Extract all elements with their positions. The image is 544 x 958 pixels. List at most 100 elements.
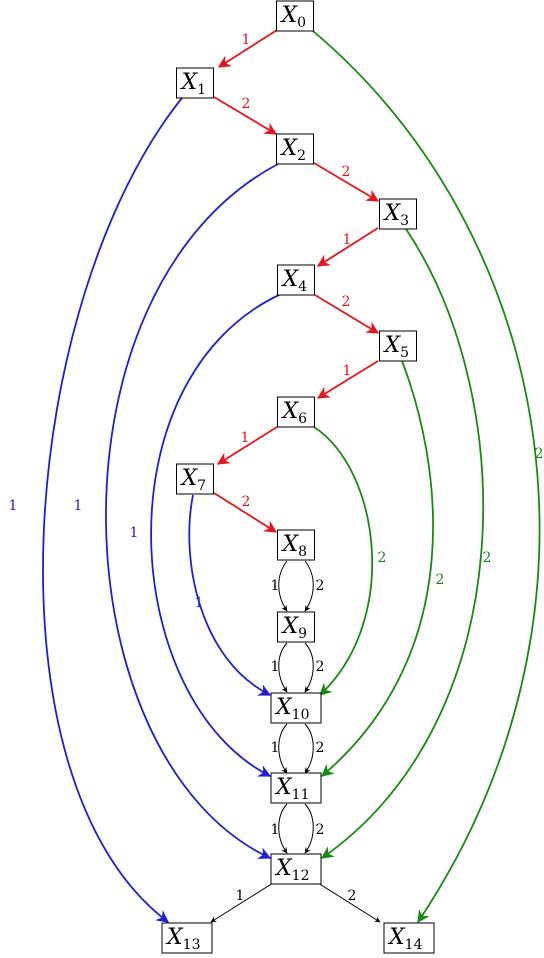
edge-x10-to-x11-black (304, 723, 314, 774)
edge-x11-to-x12-black (304, 803, 314, 854)
edge-x8-to-x9-black (304, 560, 314, 612)
edge-x11-to-x12-black (278, 803, 288, 854)
node-label: X14 (387, 925, 423, 953)
nodes-layer: X0 X1 X2 X3 X4 X5 X6 X7 X8 X9 X10 X11 X12 X13 X14 (161, 0, 435, 954)
edge-label-x12-x13: 1 (236, 888, 245, 904)
node-box (383, 922, 435, 954)
node-label: X1 (180, 70, 207, 98)
edge-label-x8-x9: 1 (271, 578, 280, 594)
edge-x3-to-x12-green (320, 228, 485, 859)
edge-x12-to-x14-black (317, 882, 381, 923)
node-box (270, 853, 322, 885)
edge-label-x5-x11: 2 (436, 572, 445, 588)
node-x12: X12 (270, 853, 322, 885)
node-box (276, 133, 314, 165)
node-x2: X2 (276, 133, 314, 165)
edge-label-x1-x13: 1 (9, 498, 18, 514)
node-label: X8 (281, 532, 308, 560)
edge-label-x12-x14: 2 (348, 888, 357, 904)
node-x6: X6 (277, 396, 315, 428)
node-box (277, 396, 315, 428)
edge-x4-to-x11-blue (150, 294, 280, 777)
edge-x12-to-x13-black (210, 882, 274, 923)
node-label: X3 (383, 201, 410, 229)
edge-label-x0-x14: 2 (535, 446, 544, 462)
edge-label-x10-x11: 2 (316, 740, 325, 756)
node-box (379, 198, 417, 230)
edge-label-x3-x12: 2 (483, 550, 492, 566)
node-label: X9 (281, 614, 308, 642)
edge-x7-to-x8-red (213, 492, 278, 533)
edge-x3-to-x4-red (316, 227, 379, 267)
edge-label-x0-x1: 1 (242, 32, 251, 48)
node-box (277, 529, 315, 561)
node-box (176, 67, 214, 99)
edge-x10-to-x11-black (278, 723, 288, 774)
node-box (176, 463, 214, 495)
edge-label-x5-x6: 1 (343, 363, 352, 379)
node-box (270, 692, 322, 724)
node-label: X6 (281, 399, 308, 427)
node-label: X5 (383, 333, 410, 361)
node-x11: X11 (270, 772, 322, 804)
edge-x0-to-x14-green (312, 30, 541, 924)
edges-layer (42, 29, 541, 924)
node-x3: X3 (379, 198, 417, 230)
node-box (276, 0, 314, 32)
node-x4: X4 (277, 264, 315, 296)
node-x5: X5 (379, 330, 417, 362)
edge-x6-to-x10-green (313, 426, 374, 696)
node-label: X4 (281, 267, 308, 295)
edge-x1-to-x2-red (213, 96, 278, 135)
node-label: X13 (165, 925, 201, 953)
node-label: X2 (280, 136, 307, 164)
edge-x6-to-x7-red (216, 426, 278, 465)
edge-x9-to-x10-black (304, 642, 314, 693)
node-label: X12 (274, 856, 310, 884)
edge-x1-to-x13-blue (42, 97, 183, 923)
node-box (379, 330, 417, 362)
node-box (270, 772, 322, 804)
node-box (277, 611, 315, 643)
node-x14: X14 (383, 922, 435, 954)
edge-x5-to-x6-red (316, 360, 379, 399)
edge-label-x11-x12: 2 (316, 822, 325, 838)
edge-label-x6-x7: 1 (241, 430, 250, 446)
edge-label-x2-x12: 1 (74, 498, 83, 514)
edge-x2-to-x3-red (313, 162, 380, 202)
node-label: X10 (274, 695, 310, 723)
edge-x9-to-x10-black (278, 642, 288, 693)
edge-label-x9-x10: 2 (316, 659, 325, 675)
node-x1: X1 (176, 67, 214, 99)
edge-label-x8-x9: 2 (316, 578, 325, 594)
edge-label-x7-x8: 2 (242, 494, 251, 510)
edge-label-x11-x12: 1 (271, 822, 280, 838)
node-label: X0 (280, 3, 307, 31)
edge-label-x2-x3: 2 (342, 164, 351, 180)
edge-labels-layer: 1 2 2 1 2 1 1 2 1 2 1 2 1 2 1 2 1 2 1 1 1 1 2 2 2 2 (9, 32, 544, 904)
node-x10: X10 (270, 692, 322, 724)
edge-label-x6-x10: 2 (378, 550, 387, 566)
node-x13: X13 (161, 922, 213, 954)
edge-label-x10-x11: 1 (271, 740, 280, 756)
edge-x7-to-x10-blue (188, 494, 272, 696)
edge-label-x4-x5: 2 (342, 294, 351, 310)
node-box (277, 264, 315, 296)
node-x0: X0 (276, 0, 314, 32)
edge-x0-to-x1-red (217, 29, 278, 68)
edge-x8-to-x9-black (278, 560, 288, 612)
node-label: X7 (180, 466, 207, 494)
node-x8: X8 (277, 529, 315, 561)
edge-label-x9-x10: 1 (271, 659, 280, 675)
node-box (161, 922, 213, 954)
edge-x5-to-x11-green (321, 360, 434, 777)
node-label: X11 (274, 775, 310, 803)
node-x9: X9 (277, 611, 315, 643)
edge-label-x4-x11: 1 (130, 525, 139, 541)
edge-label-x3-x4: 1 (343, 232, 352, 248)
edge-label-x7-x10: 1 (195, 595, 204, 611)
node-x7: X7 (176, 463, 214, 495)
edge-x4-to-x5-red (314, 294, 380, 334)
edge-label-x1-x2: 2 (242, 96, 251, 112)
